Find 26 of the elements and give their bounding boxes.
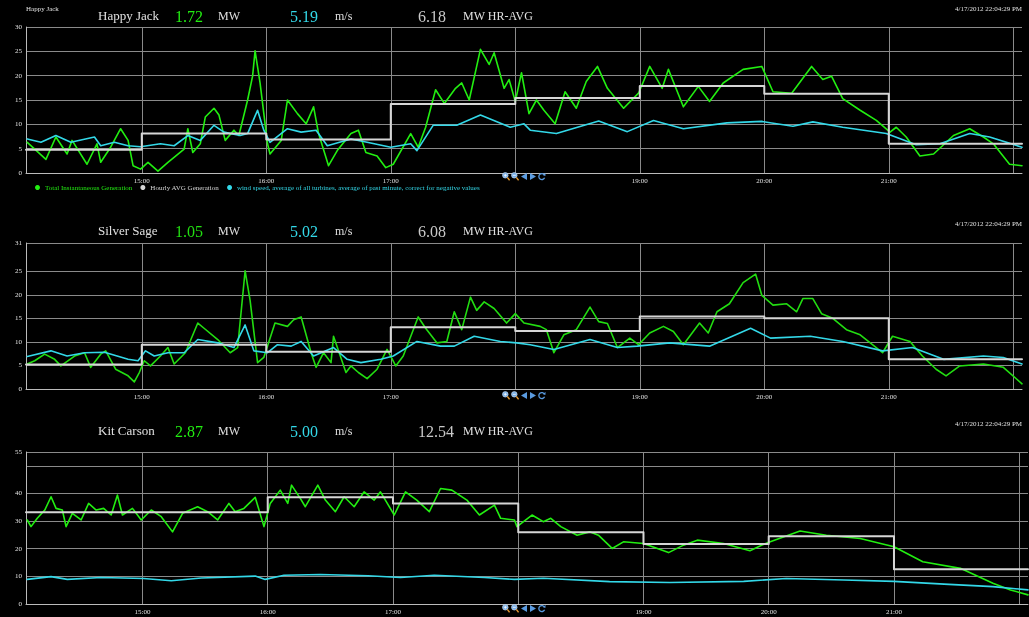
text: m/s (335, 224, 353, 238)
text: MW HR-AVG (463, 9, 534, 23)
text: MW (218, 224, 241, 238)
text: MW HR-AVG (463, 224, 534, 238)
text: 5.02 (290, 222, 318, 240)
text: 12.54 (418, 422, 454, 440)
text: 1.72 (175, 7, 203, 25)
line-series (26, 269, 1023, 385)
chart-title: Happy Jack (98, 8, 160, 23)
text: 2.87 (175, 422, 203, 440)
text: MW HR-AVG (463, 424, 534, 438)
text: 5.19 (290, 7, 318, 25)
text: 5.00 (290, 422, 318, 440)
text: MW (218, 424, 241, 438)
text: 6.08 (418, 222, 446, 240)
line-series (26, 484, 1029, 596)
text: m/s (335, 424, 353, 438)
text: m/s (335, 9, 353, 23)
line-series (26, 324, 1023, 365)
text: MW (218, 9, 241, 23)
line-series (26, 109, 1023, 152)
line-series (26, 573, 1029, 591)
chart-title: Kit Carson (98, 423, 156, 438)
text: 6.18 (418, 7, 446, 25)
text: 1.05 (175, 222, 203, 240)
chart-title: Silver Sage (98, 223, 158, 238)
